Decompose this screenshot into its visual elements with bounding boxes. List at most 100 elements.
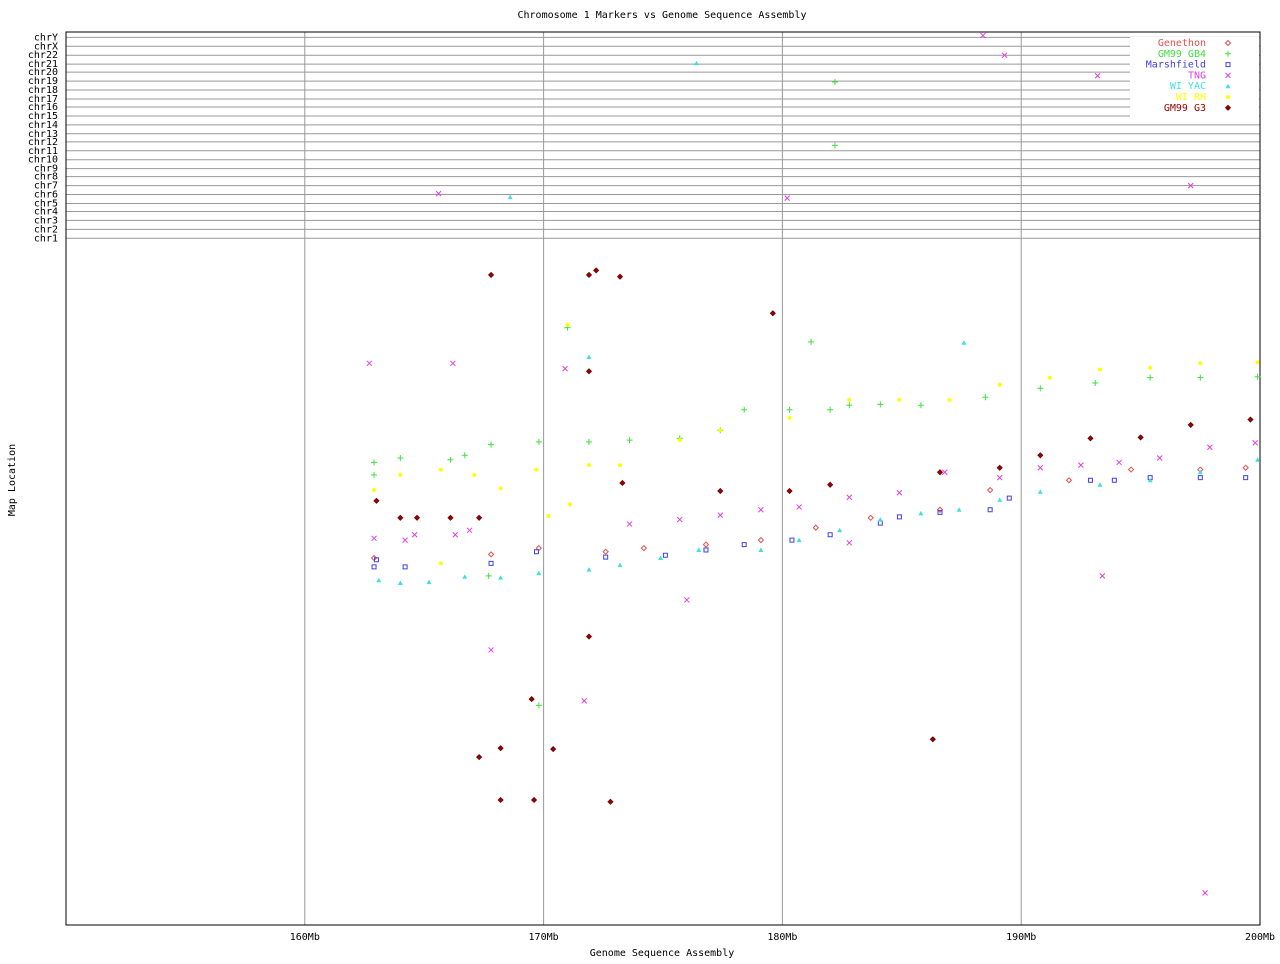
data-point	[1187, 182, 1194, 189]
y-tick-label: chr7	[34, 181, 58, 192]
data-point	[796, 504, 802, 510]
data-point	[593, 267, 600, 274]
data-point	[371, 471, 378, 478]
data-point	[585, 271, 593, 278]
data-point	[758, 506, 764, 513]
data-point	[411, 531, 418, 538]
data-point	[567, 502, 572, 507]
data-point	[996, 474, 1003, 481]
y-tick-label: chr17	[28, 94, 58, 105]
data-point	[462, 574, 468, 579]
data-point	[997, 382, 1002, 387]
data-point	[1137, 434, 1144, 441]
data-point	[372, 488, 377, 493]
data-point	[937, 509, 943, 515]
x-tick-label: 190Mb	[1006, 932, 1036, 943]
legend-label: WI RH	[1176, 92, 1206, 103]
y-tick-label: chr6	[34, 190, 58, 201]
data-point	[376, 577, 382, 583]
data-point	[1001, 52, 1008, 59]
y-tick-label: chr4	[34, 206, 58, 217]
data-point	[1099, 572, 1106, 579]
data-point	[812, 524, 820, 531]
data-point	[546, 514, 551, 519]
data-point	[366, 360, 373, 367]
data-point	[703, 547, 709, 553]
data-point	[758, 547, 764, 552]
data-point	[498, 575, 504, 580]
data-point	[1252, 439, 1259, 446]
data-point	[1197, 374, 1204, 381]
y-tick-label: chr19	[28, 76, 58, 87]
data-point	[982, 394, 989, 401]
data-point	[718, 428, 723, 433]
data-point	[533, 549, 539, 555]
data-point	[827, 532, 833, 538]
data-point	[530, 796, 538, 804]
data-point	[1087, 477, 1093, 483]
data-point	[1254, 373, 1261, 380]
data-point	[947, 397, 952, 402]
data-point	[535, 702, 542, 709]
data-point	[796, 537, 802, 543]
data-point	[1116, 459, 1122, 466]
legend-marker	[1225, 62, 1231, 68]
data-point	[877, 517, 883, 522]
data-point	[1156, 455, 1163, 461]
data-point	[1065, 477, 1073, 484]
data-point	[877, 401, 884, 408]
legend-label: GM99 G3	[1164, 103, 1206, 114]
data-point	[847, 397, 852, 402]
data-point	[476, 514, 483, 521]
data-point	[398, 472, 403, 477]
data-point	[1087, 435, 1094, 442]
data-point	[602, 548, 609, 555]
data-point	[435, 190, 442, 197]
legend-label: Genethon	[1158, 38, 1206, 49]
y-tick-label: chr2	[34, 224, 58, 235]
data-point	[846, 539, 853, 546]
data-point	[846, 494, 853, 501]
data-point	[1127, 466, 1135, 473]
data-point	[466, 527, 473, 534]
x-tick-label: 160Mb	[290, 932, 320, 943]
data-point	[677, 438, 682, 443]
plot-frame	[65, 31, 1261, 926]
data-point	[397, 514, 404, 521]
chart-title: Chromosome 1 Markers vs Genome Sequence …	[518, 10, 807, 21]
data-point	[585, 438, 592, 445]
data-point	[658, 555, 664, 560]
data-point	[827, 406, 834, 413]
data-point	[1037, 385, 1044, 392]
data-point	[485, 572, 492, 579]
data-point	[784, 195, 791, 201]
data-point	[808, 338, 815, 345]
data-point	[896, 489, 903, 496]
data-point	[1147, 374, 1154, 381]
data-point	[662, 552, 668, 558]
data-point	[936, 506, 944, 513]
data-point	[426, 579, 432, 585]
data-point	[1147, 475, 1153, 481]
data-point	[626, 521, 633, 527]
data-point	[472, 472, 477, 477]
y-tick-label: chr18	[28, 85, 58, 96]
data-point	[476, 754, 483, 761]
data-point	[696, 547, 702, 552]
data-point	[487, 551, 495, 558]
legend-marker	[1224, 104, 1232, 111]
legend-label: WI YAC	[1170, 81, 1206, 92]
data-point	[1037, 452, 1044, 459]
y-tick-label: chr20	[28, 67, 58, 78]
data-point	[741, 406, 748, 413]
data-point	[917, 402, 924, 409]
data-point	[956, 507, 962, 512]
data-point	[488, 560, 494, 566]
data-point	[693, 60, 699, 66]
legend-marker	[1225, 83, 1231, 89]
data-point	[586, 354, 592, 360]
data-point	[846, 402, 853, 409]
data-point	[581, 698, 588, 704]
data-point	[929, 736, 936, 743]
